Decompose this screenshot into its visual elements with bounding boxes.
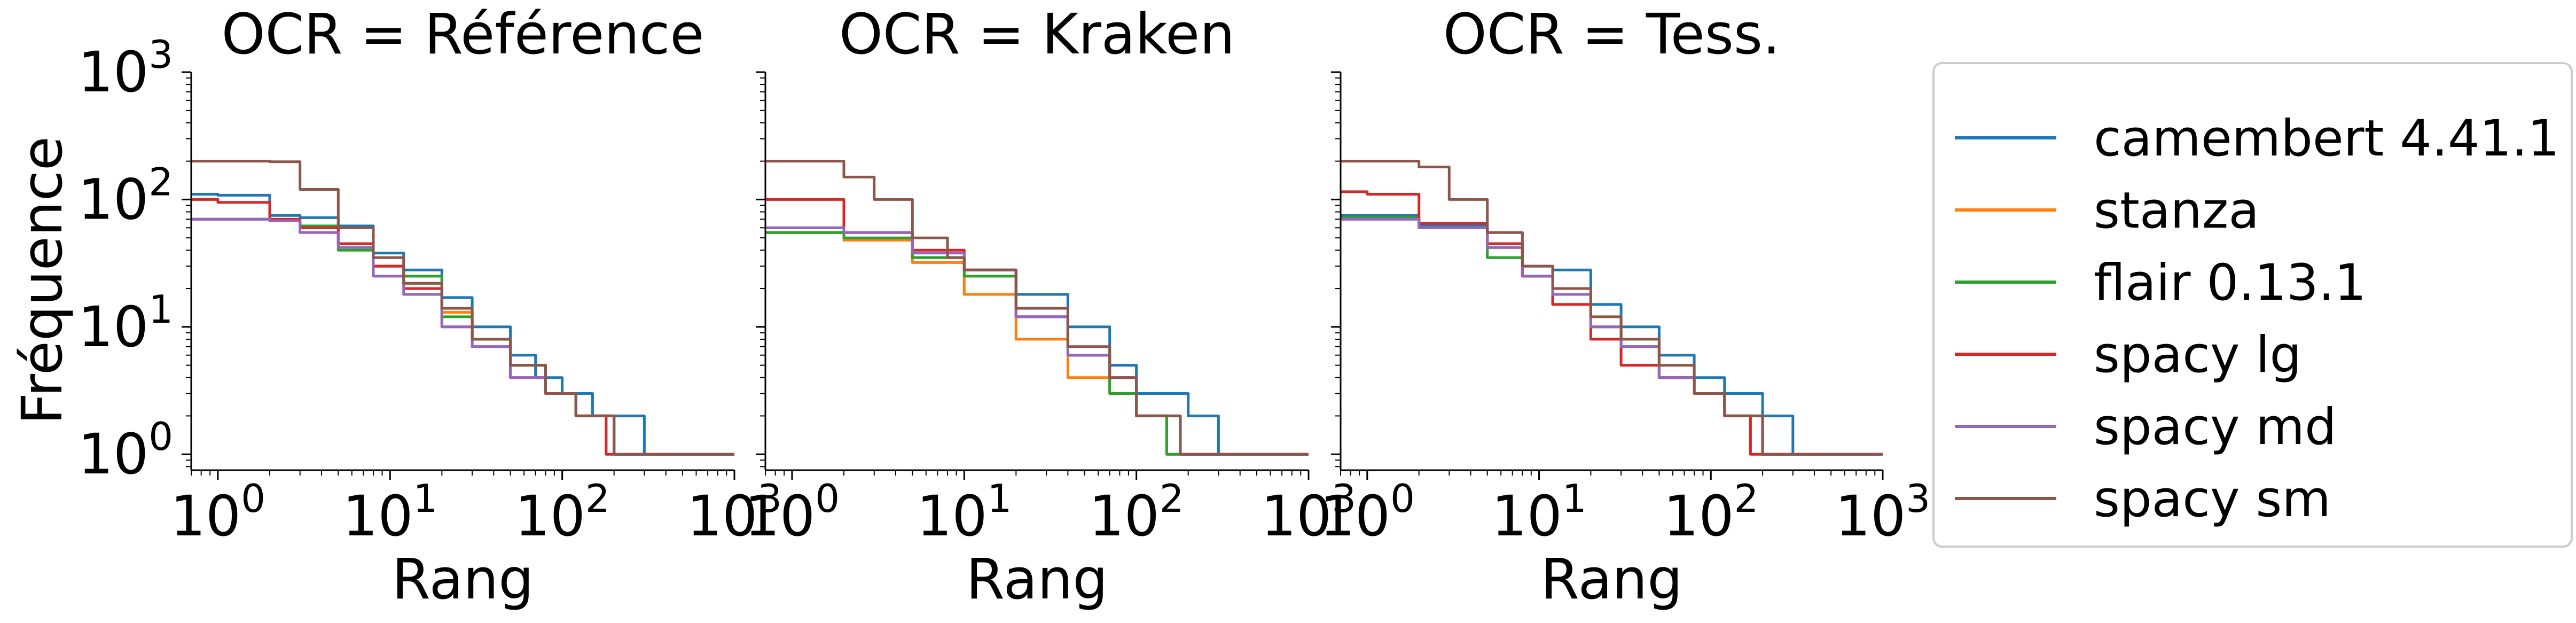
series-line-spacy-sm	[765, 160, 1309, 456]
series-line-flair-0-13-1	[1341, 216, 1883, 456]
x-tick-label: 101	[917, 476, 1012, 549]
x-tick-label: 103	[1261, 476, 1356, 549]
y-tick-label: 101	[78, 287, 173, 360]
x-axis-label: Rang	[392, 547, 534, 612]
x-tick-label: 102	[515, 476, 610, 549]
legend-entry: stanza	[1955, 182, 2259, 240]
x-tick-label: 100	[1320, 476, 1415, 549]
y-tick-label: 100	[78, 414, 173, 487]
series-line-flair-0-13-1	[191, 217, 734, 456]
subplot-3: 100 101 102 103 OCR = Tess. Rang	[1320, 2, 1930, 612]
series-line-spacy-sm	[191, 160, 734, 456]
legend-label: spacy sm	[2094, 470, 2331, 528]
y-axis-label: Fréquence	[10, 136, 75, 425]
subplot-title: OCR = Kraken	[839, 2, 1235, 67]
series-line-spacy-sm	[1341, 160, 1883, 456]
x-tick-label: 103	[1835, 476, 1930, 549]
legend: camembert 4.41.1 stanza flair 0.13.1 spacy …	[1932, 62, 2573, 548]
x-tick-label: 101	[1491, 476, 1586, 549]
series-line-spacy-lg	[1341, 190, 1883, 456]
x-axis-label: Rang	[966, 547, 1108, 612]
y-tick-label: 103	[78, 32, 173, 105]
subplot-2: 100 101 102 103 OCR = Kraken Rang	[745, 2, 1356, 612]
legend-entry: spacy lg	[1955, 326, 2301, 384]
x-tick-label: 101	[342, 476, 437, 549]
series-line-stanza	[765, 231, 1309, 456]
x-tick-label: 100	[745, 476, 840, 549]
series-line-camembert-4-41-1	[765, 231, 1309, 456]
legend-entry: flair 0.13.1	[1955, 254, 2366, 312]
legend-entry: spacy sm	[1955, 470, 2331, 528]
legend-entry: camembert 4.41.1	[1955, 110, 2559, 168]
series-line-flair-0-13-1	[765, 231, 1309, 456]
x-tick-label: 102	[1663, 476, 1758, 549]
legend-box	[1932, 62, 2573, 548]
x-axis-label: Rang	[1541, 547, 1683, 612]
y-tick-label: 102	[78, 159, 173, 232]
subplot-title: OCR = Tess.	[1443, 2, 1780, 67]
series-line-spacy-md	[1341, 217, 1883, 456]
subplot-title: OCR = Référence	[222, 2, 704, 67]
series-line-stanza	[1341, 217, 1883, 456]
x-tick-label: 103	[687, 476, 782, 549]
series-line-camembert-4-41-1	[191, 193, 734, 456]
series-line-spacy-md	[191, 217, 734, 456]
subplot-1: 100 101 102 103 100 101 102 103 OCR = Référence R…	[78, 2, 782, 612]
series-line-camembert-4-41-1	[1341, 214, 1883, 456]
x-tick-label: 102	[1089, 476, 1184, 549]
legend-label: flair 0.13.1	[2094, 254, 2366, 312]
legend-label: camembert 4.41.1	[2094, 110, 2559, 168]
legend-label: spacy lg	[2094, 326, 2301, 384]
x-tick-label: 100	[170, 476, 265, 549]
legend-entry: spacy md	[1955, 398, 2337, 456]
series-line-spacy-md	[765, 226, 1309, 456]
series-line-stanza	[191, 217, 734, 456]
legend-label: stanza	[2094, 182, 2259, 240]
legend-label: spacy md	[2094, 398, 2337, 456]
